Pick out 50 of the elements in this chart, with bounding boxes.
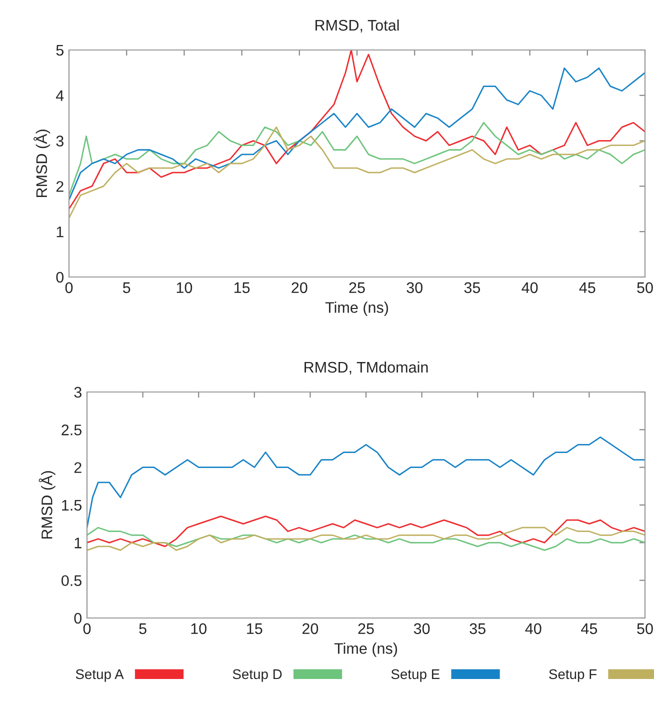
x-tick-label: 25 [358, 623, 374, 634]
x-tick-label: 45 [579, 282, 596, 294]
x-tick-label: 35 [464, 282, 480, 294]
x-tick-label: 15 [234, 282, 250, 294]
legend-label: Setup D [232, 669, 282, 682]
y-tick-label: 0 [74, 612, 82, 624]
y-tick-label: 1 [56, 226, 64, 238]
x-tick-label: 25 [349, 282, 365, 294]
x-tick-label: 35 [470, 623, 486, 634]
x-tick-label: 15 [247, 623, 262, 634]
y-axis-title: RMSD (Å) [38, 471, 56, 539]
x-tick-label: 20 [302, 623, 318, 634]
y-axis-title: RMSD (Å) [34, 130, 50, 198]
legend-label: Setup F [549, 669, 597, 682]
x-tick-label: 5 [122, 282, 130, 294]
x-tick-label: 40 [525, 623, 542, 634]
y-tick-label: 4 [56, 90, 64, 101]
x-tick-label: 30 [406, 282, 422, 294]
chart-title: RMSD, Total [316, 19, 399, 33]
x-tick-label: 50 [637, 623, 653, 634]
x-tick-label: 10 [176, 282, 192, 294]
line-series [87, 436, 645, 528]
y-tick-label: 2.5 [62, 424, 82, 436]
legend-label: Setup A [76, 669, 124, 682]
x-tick-label: 20 [292, 282, 308, 294]
line-series [87, 516, 645, 548]
x-tick-label: 10 [191, 623, 206, 634]
x-tick-label: 0 [83, 623, 91, 634]
line-series [69, 122, 645, 196]
x-axis-title: Time (ns) [325, 302, 388, 316]
x-tick-label: 30 [414, 623, 430, 634]
line-series [87, 526, 645, 551]
y-tick-label: 3 [74, 386, 82, 398]
x-axis-title: Time (ns) [334, 642, 398, 657]
x-tick-label: 50 [637, 282, 653, 294]
y-tick-label: 5 [56, 45, 64, 56]
y-tick-label: 0 [56, 272, 64, 283]
y-tick-label: 1.5 [62, 500, 82, 511]
y-tick-label: 0.5 [62, 575, 82, 586]
legend-label: Setup E [391, 669, 440, 682]
chart-title: RMSD, TMdomain [304, 361, 428, 375]
line-series [69, 126, 645, 219]
y-tick-label: 1 [74, 538, 82, 548]
x-tick-label: 40 [522, 282, 538, 294]
y-tick-label: 2 [74, 462, 82, 473]
line-series [69, 67, 645, 201]
y-tick-label: 2 [56, 181, 64, 192]
x-tick-label: 45 [581, 623, 598, 634]
y-tick-label: 3 [56, 136, 64, 146]
x-tick-label: 5 [139, 623, 146, 634]
